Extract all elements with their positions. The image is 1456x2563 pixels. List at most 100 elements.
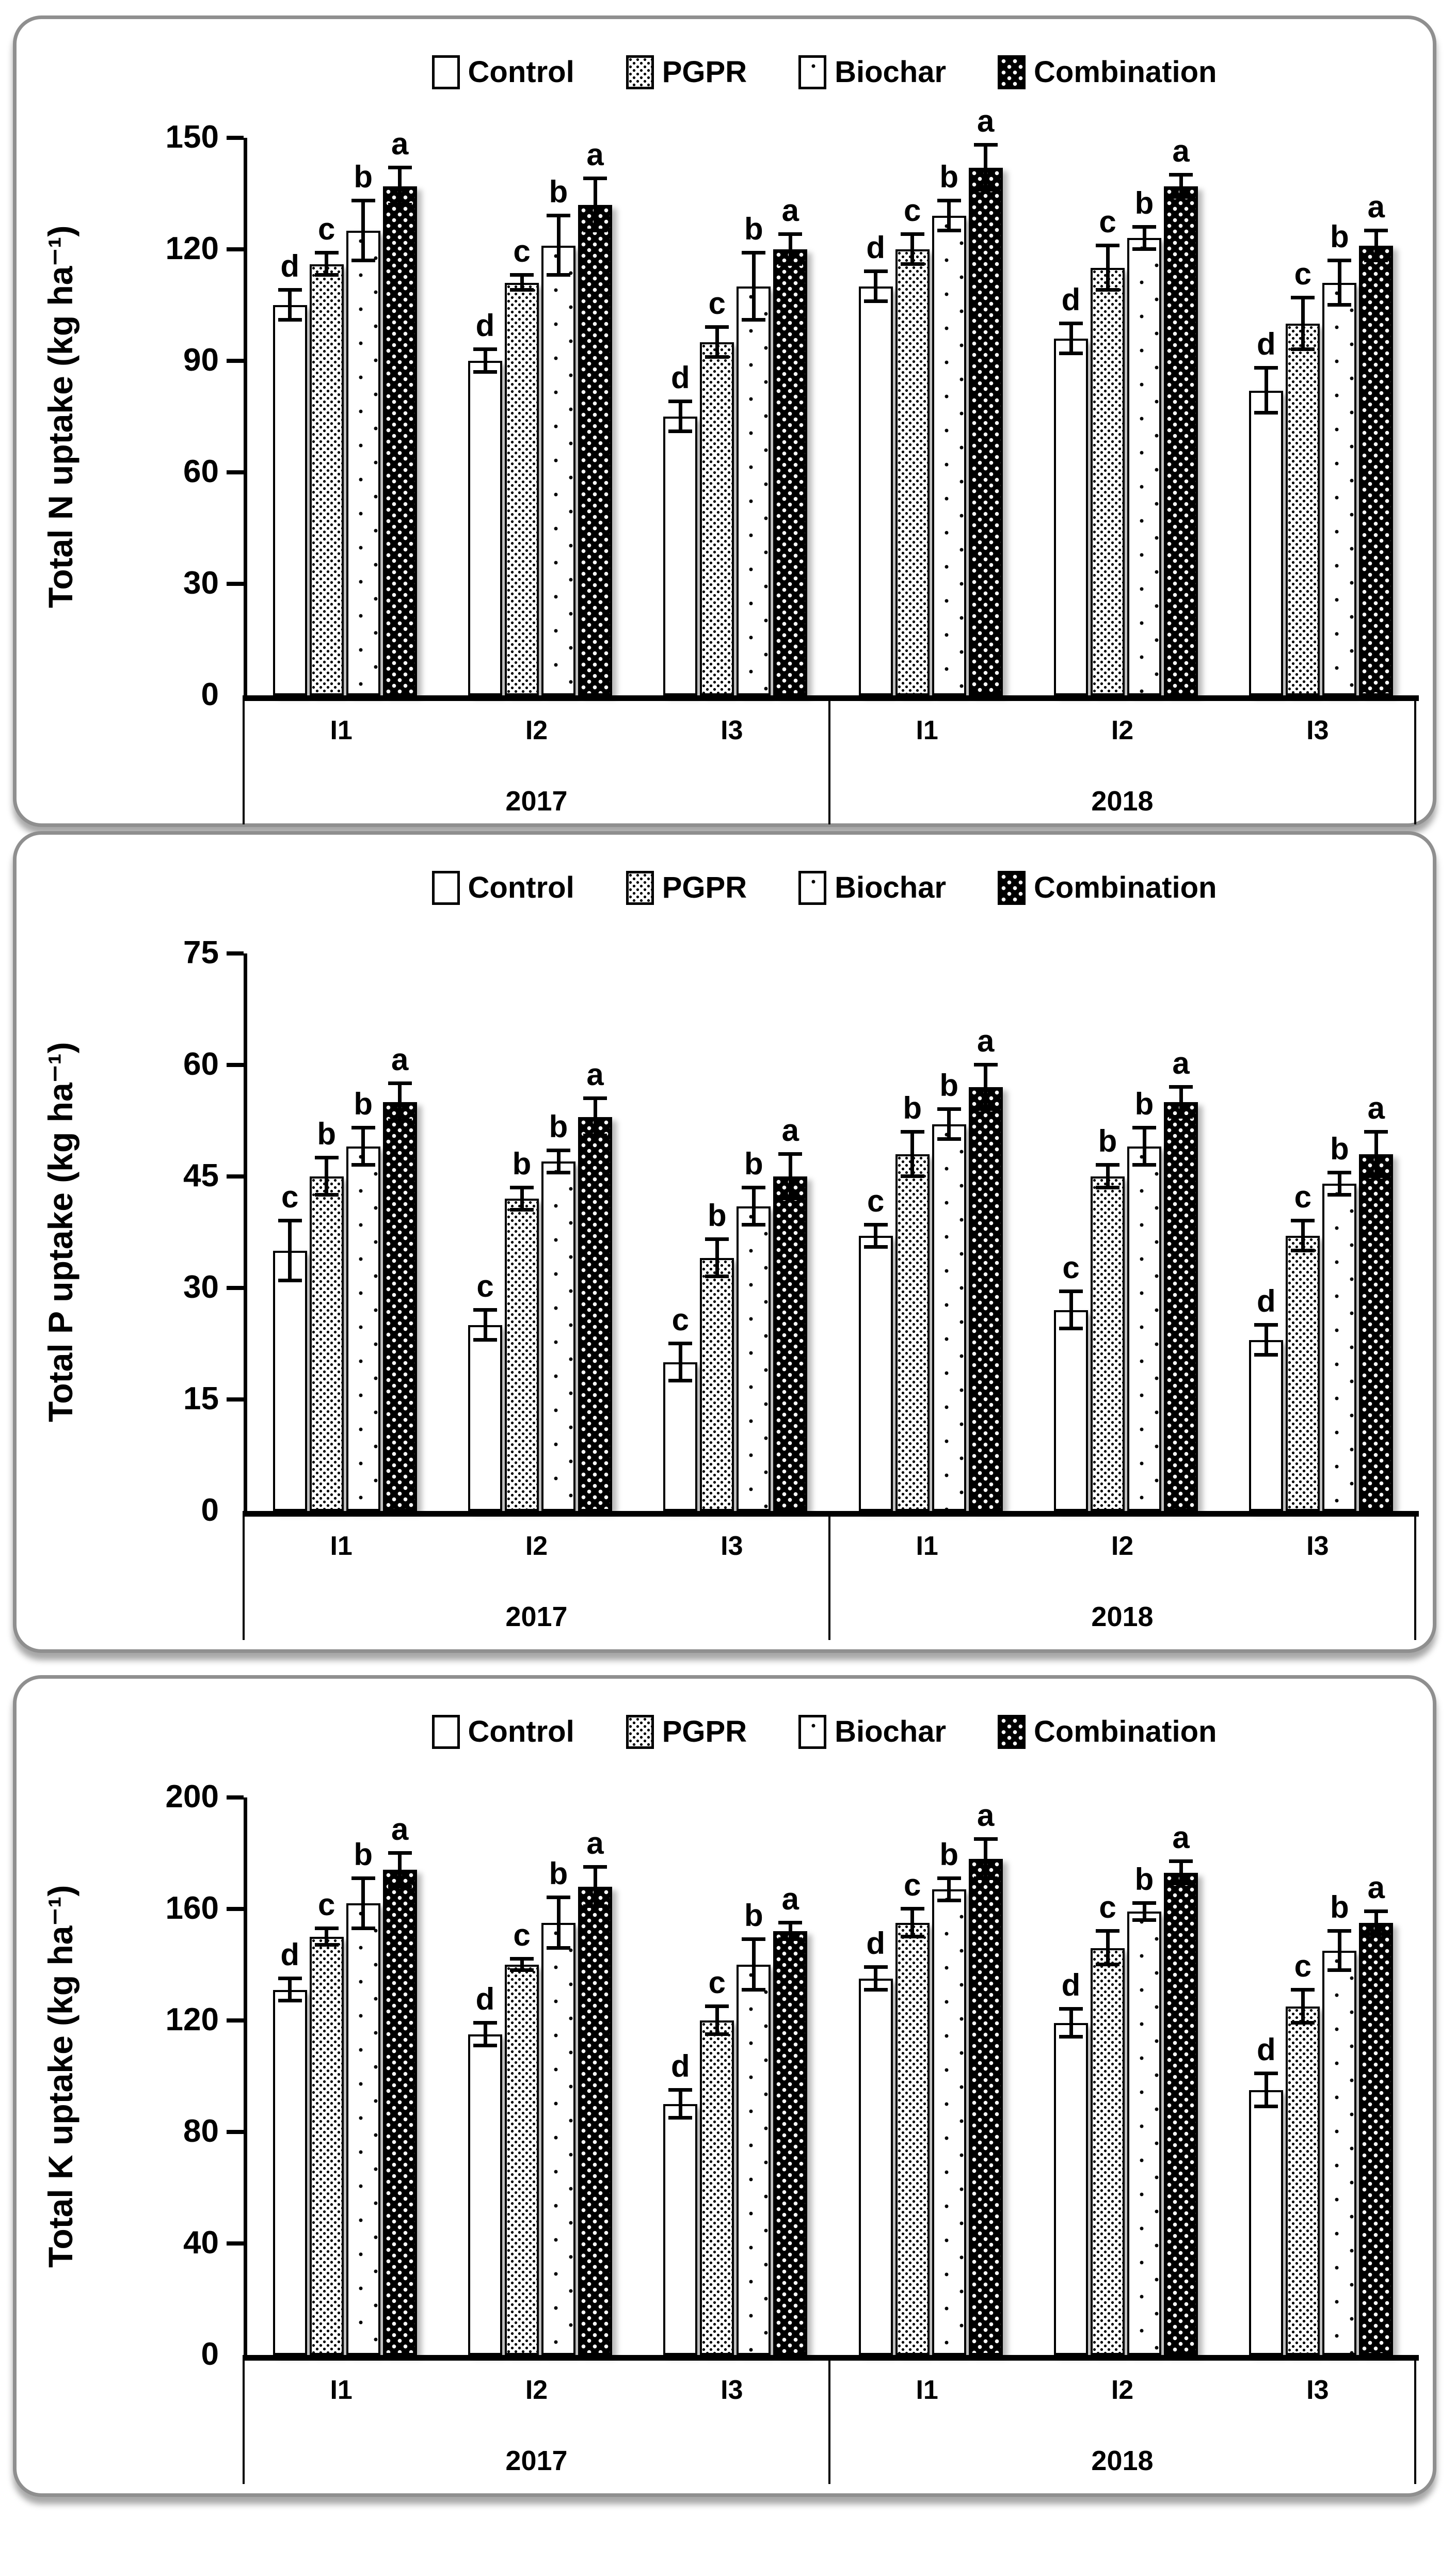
legend-label-control: Control <box>468 55 574 89</box>
error-bar <box>288 1979 292 2001</box>
error-bar <box>398 167 402 205</box>
error-bar-cap <box>547 214 570 218</box>
bar-pgpr-2017-i3 <box>700 342 734 695</box>
error-bar <box>715 1239 719 1277</box>
category-box-line <box>1414 1511 1416 1640</box>
error-bar-cap <box>900 1129 924 1134</box>
error-bar <box>947 1109 951 1139</box>
category-box-line <box>1414 2355 1416 2484</box>
significance-letter: d <box>280 249 299 284</box>
significance-letter: d <box>1257 2032 1276 2067</box>
error-bar-cap <box>1132 1126 1156 1130</box>
error-bar-cap <box>1169 1115 1193 1119</box>
error-bar-cap <box>510 1957 534 1961</box>
bar-combination-2018-i3 <box>1359 1154 1394 1511</box>
bar-pgpr-2018-i3 <box>1286 2007 1320 2355</box>
error-bar-cap <box>1059 1290 1083 1294</box>
significance-letter: b <box>903 1090 922 1125</box>
biochar-swatch-icon <box>798 1715 827 1749</box>
bar-biochar-2017-i1 <box>346 231 380 695</box>
significance-letter: a <box>1172 134 1190 168</box>
legend-item-combination: Combination <box>998 55 1217 89</box>
error-bar-cap <box>510 273 534 277</box>
error-bar-cap <box>778 1197 803 1201</box>
error-bar <box>1142 1128 1146 1166</box>
significance-letter: b <box>708 1198 727 1233</box>
significance-letter: c <box>513 234 531 269</box>
bar-combination-2018-i1 <box>968 1858 1003 2355</box>
significance-letter: d <box>671 2049 690 2083</box>
bar-control-2017-i1 <box>273 1251 307 1511</box>
error-bar-cap <box>388 1884 412 1888</box>
error-bar-cap <box>705 1275 729 1279</box>
pgpr-swatch-icon <box>626 1715 654 1749</box>
error-bar-cap <box>1364 1174 1388 1178</box>
error-bar-cap <box>351 199 375 203</box>
legend-label-control: Control <box>468 871 574 904</box>
x-label-irrigation: I1 <box>916 1531 938 1561</box>
significance-letter: b <box>744 1146 763 1181</box>
significance-letter: a <box>977 1024 995 1058</box>
error-bar-cap <box>1364 1932 1388 1936</box>
significance-letter: b <box>354 1087 373 1122</box>
bar-biochar-2018-i1 <box>932 216 966 695</box>
bar-combination-2017-i3 <box>773 1176 808 1511</box>
error-bar-cap <box>314 1926 339 1930</box>
error-bar-cap <box>863 1987 888 1992</box>
error-bar-cap <box>314 1156 339 1159</box>
error-bar-cap <box>1291 1249 1315 1252</box>
significance-letter: b <box>354 1837 373 1872</box>
error-bar-cap <box>900 1907 924 1911</box>
error-bar-cap <box>1096 1929 1119 1933</box>
significance-letter: b <box>744 1898 763 1933</box>
bar-pgpr-2017-i1 <box>309 1937 344 2355</box>
error-bar <box>288 290 292 320</box>
error-bar-cap <box>705 1237 729 1241</box>
error-bar <box>483 2023 487 2046</box>
error-bar <box>520 1187 524 1210</box>
significance-letter: b <box>549 174 568 210</box>
significance-letter: d <box>866 230 885 265</box>
bar-combination-2017-i2 <box>578 1117 612 1511</box>
error-bar-cap <box>1327 1193 1352 1197</box>
significance-letter: c <box>317 1887 335 1922</box>
error-bar-cap <box>314 251 339 255</box>
error-bar-cap <box>863 269 888 274</box>
legend-label-pgpr: PGPR <box>662 55 747 89</box>
y-tick-label: 90 <box>183 342 219 378</box>
x-label-irrigation: I1 <box>330 715 353 745</box>
error-bar-cap <box>1132 225 1156 229</box>
error-bar-cap <box>1132 247 1156 251</box>
error-bar-cap <box>778 1937 803 1941</box>
error-bar-cap <box>1364 1909 1388 1914</box>
x-label-irrigation: I3 <box>1306 2375 1329 2405</box>
error-bar-cap <box>1327 258 1352 262</box>
error-bar <box>715 327 719 357</box>
significance-letter: d <box>1061 1968 1081 2003</box>
error-bar-cap <box>278 288 302 292</box>
error-bar-cap <box>1132 1901 1156 1905</box>
y-tick-label: 60 <box>183 454 219 489</box>
bar-control-2017-i3 <box>663 2104 698 2355</box>
x-label-irrigation: I3 <box>1306 715 1329 745</box>
significance-letter: a <box>1172 1046 1190 1081</box>
significance-letter: a <box>781 193 799 228</box>
error-bar-cap <box>473 2043 497 2047</box>
error-bar <box>1069 2009 1073 2037</box>
category-box-line <box>243 2355 245 2484</box>
bar-pgpr-2017-i2 <box>505 282 539 695</box>
error-bar-cap <box>705 2004 729 2008</box>
significance-letter: a <box>977 1798 995 1833</box>
error-bar-cap <box>668 2088 693 2092</box>
error-bar-cap <box>900 1935 924 1938</box>
error-bar-cap <box>973 143 998 147</box>
error-bar <box>325 253 329 276</box>
x-label-irrigation: I1 <box>330 1531 353 1561</box>
error-bar-cap <box>1364 1129 1388 1134</box>
error-bar <box>1069 324 1073 354</box>
bar-biochar-2017-i3 <box>737 286 771 695</box>
error-bar-cap <box>1059 322 1083 325</box>
y-tick <box>227 470 244 474</box>
error-bar-cap <box>705 325 729 329</box>
error-bar-cap <box>547 1896 570 1900</box>
